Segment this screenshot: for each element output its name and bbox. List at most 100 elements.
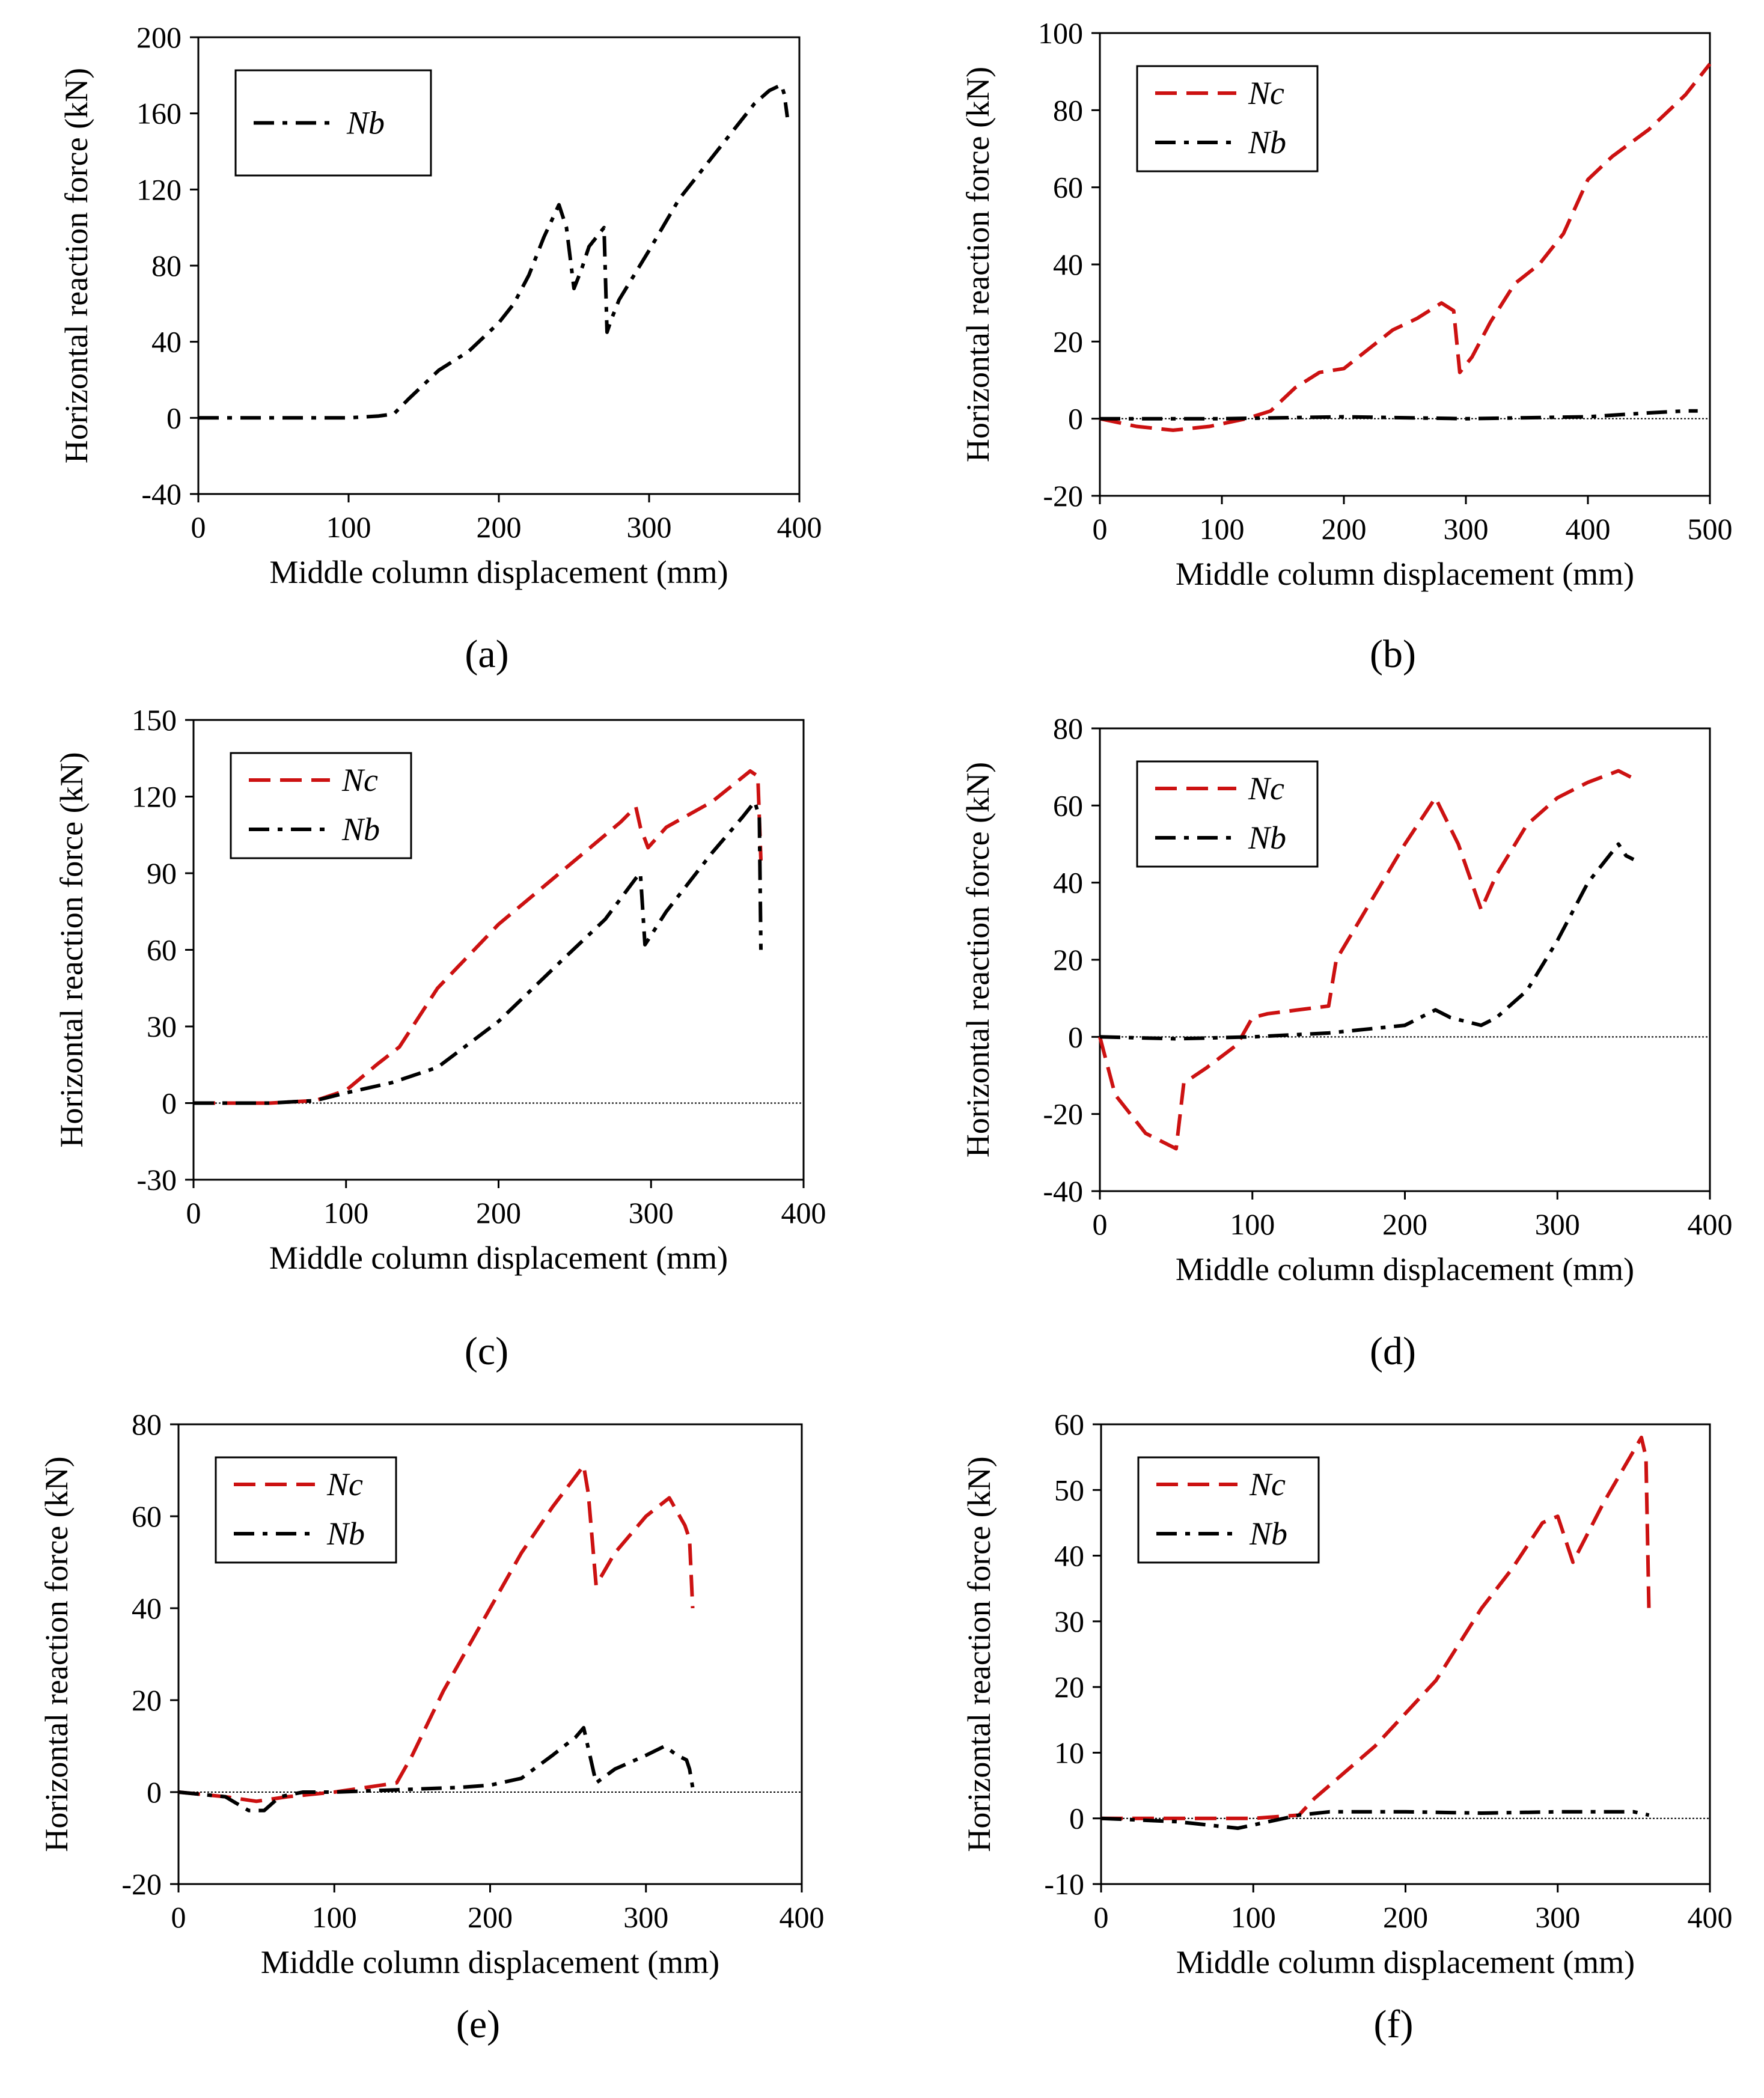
legend-label-nb: Nb <box>326 1516 365 1552</box>
y-axis-title: Horizontal reaction force (kN) <box>53 752 90 1147</box>
y-tick-label: 40 <box>1054 1539 1084 1573</box>
y-axis-title: Horizontal reaction force (kN) <box>38 1456 75 1852</box>
legend-label-nb: Nb <box>1249 1516 1287 1552</box>
y-tick-label: 90 <box>147 856 177 890</box>
chart-panel-a: 0 100 200 300 400 -40 0 40 80 120 160 200 Middle col… <box>58 20 822 676</box>
y-tick-label: 200 <box>136 20 182 54</box>
y-tick-label: 80 <box>151 249 182 282</box>
series-line-nb <box>194 800 763 1105</box>
y-tick-label: 120 <box>132 780 177 814</box>
y-tick-label: 60 <box>1053 788 1083 822</box>
x-tick-label: 0 <box>171 1900 186 1934</box>
legend-label-nc: Nc <box>1249 1466 1286 1502</box>
y-tick-label: 60 <box>147 933 177 967</box>
x-tick-label: 0 <box>186 1196 201 1230</box>
y-tick-label: 20 <box>1053 325 1083 358</box>
legend-label-nb: Nb <box>346 105 385 141</box>
y-tick-label: 80 <box>1053 93 1083 127</box>
legend-box <box>1137 1456 1320 1564</box>
x-tick-label: 300 <box>623 1900 668 1934</box>
x-tick-label: 0 <box>1093 512 1108 546</box>
series-line-nb <box>198 83 789 420</box>
series-line-nb <box>1100 409 1698 421</box>
x-tick-label: 100 <box>312 1900 357 1934</box>
legend-box <box>215 1456 397 1564</box>
chart-panel-f: 0 100 200 300 400 -10 0 10 20 30 40 50 60 Middle colu… <box>961 1407 1733 2046</box>
x-tick-label: 500 <box>1688 512 1733 546</box>
x-tick-label: 0 <box>1093 1207 1108 1241</box>
y-tick-label: 60 <box>1054 1407 1084 1441</box>
x-tick-label: 400 <box>777 510 822 544</box>
x-tick-label: 300 <box>1535 1900 1580 1934</box>
x-tick-label: 100 <box>1230 1207 1275 1241</box>
x-tick-label: 300 <box>629 1196 674 1230</box>
x-axis-title: Middle column displacement (mm) <box>1176 556 1634 592</box>
y-tick-label: 80 <box>132 1407 162 1441</box>
y-tick-label: 150 <box>132 703 177 737</box>
x-axis-title: Middle column displacement (mm) <box>1176 1944 1635 1980</box>
y-tick-label: 20 <box>132 1683 162 1717</box>
series-line-nb <box>1099 842 1635 1041</box>
y-tick-label: 0 <box>166 401 182 435</box>
x-tick-label: 100 <box>326 510 371 544</box>
y-tick-label: -40 <box>141 477 182 511</box>
y-tick-label: 50 <box>1054 1473 1084 1507</box>
panel-caption: (c) <box>465 1329 508 1373</box>
series-line-nc <box>194 769 763 1105</box>
y-tick-label: 30 <box>147 1010 177 1043</box>
y-tick-label: 0 <box>162 1087 177 1120</box>
y-tick-label: 40 <box>1053 866 1083 900</box>
y-axis-title: Horizontal reaction force (kN) <box>961 1456 997 1852</box>
x-tick-label: 400 <box>1688 1207 1733 1241</box>
y-tick-label: 0 <box>1068 402 1083 436</box>
y-tick-label: 0 <box>1069 1802 1084 1835</box>
x-tick-label: 300 <box>1535 1207 1580 1241</box>
y-tick-label: -20 <box>1043 1097 1083 1131</box>
series-line-nc <box>1099 63 1712 432</box>
x-tick-label: 200 <box>1322 512 1367 546</box>
y-tick-label: -30 <box>136 1163 177 1197</box>
x-tick-label: 200 <box>1383 1900 1428 1934</box>
x-axis-title: Middle column displacement (mm) <box>261 1944 719 1980</box>
x-tick-label: 400 <box>1566 512 1611 546</box>
x-tick-label: 200 <box>468 1900 513 1934</box>
legend-box <box>230 752 412 859</box>
chart-panel-e: 0 100 200 300 400 -20 0 20 40 60 80 Middle column d… <box>38 1407 825 2046</box>
panel-caption: (a) <box>465 632 508 676</box>
series-line-nc <box>178 1463 695 1804</box>
y-tick-label: 0 <box>147 1775 162 1809</box>
chart-panel-d: 0 100 200 300 400 -40 -20 0 20 40 60 80 Middle colum… <box>960 712 1733 1373</box>
x-tick-label: 300 <box>627 510 672 544</box>
panel-caption: (f) <box>1374 2002 1414 2046</box>
x-tick-label: 200 <box>476 1196 521 1230</box>
x-axis-title: Middle column displacement (mm) <box>1176 1251 1634 1287</box>
panel-caption: (d) <box>1370 1329 1416 1373</box>
x-axis-title: Middle column displacement (mm) <box>269 1240 728 1276</box>
y-tick-label: 120 <box>136 172 182 206</box>
y-tick-label: 20 <box>1054 1670 1084 1704</box>
legend-box <box>1136 760 1319 868</box>
x-tick-label: 200 <box>477 510 522 544</box>
x-axis-title: Middle column displacement (mm) <box>269 554 728 590</box>
x-tick-label: 100 <box>323 1196 368 1230</box>
x-tick-label: 0 <box>1094 1900 1109 1934</box>
legend-label-nb: Nb <box>1248 124 1286 160</box>
y-axis-title: Horizontal reaction force (kN) <box>960 762 996 1157</box>
y-tick-label: 40 <box>1053 248 1083 281</box>
x-tick-label: 0 <box>191 510 206 544</box>
panel-caption: (b) <box>1370 632 1416 676</box>
y-axis-title: Horizontal reaction force (kN) <box>960 67 996 462</box>
y-tick-label: 60 <box>1053 171 1083 204</box>
y-tick-label: 40 <box>151 325 182 359</box>
legend-label-nc: Nc <box>1248 75 1284 111</box>
series-line-nb <box>178 1725 695 1813</box>
y-tick-label: 0 <box>1068 1020 1083 1054</box>
x-tick-label: 100 <box>1200 512 1245 546</box>
y-tick-label: -10 <box>1044 1867 1084 1901</box>
chart-panel-b: 0 100 200 300 400 500 -20 0 20 40 60 80 100 Middle co… <box>960 16 1733 676</box>
legend-label-nb: Nb <box>341 811 380 847</box>
series-line-nb <box>1100 1810 1650 1831</box>
y-tick-label: 20 <box>1053 943 1083 977</box>
legend-box <box>1136 65 1319 172</box>
